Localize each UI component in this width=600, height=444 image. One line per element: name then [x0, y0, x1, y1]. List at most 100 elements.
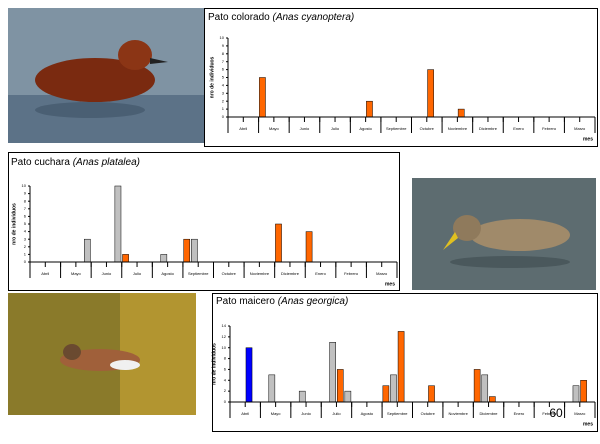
- month-label: Noviembre: [250, 271, 270, 276]
- slide: 6 0 Pato colorado (Anas cyanoptera) nro de…: [0, 0, 600, 444]
- y-tick-label: 2: [222, 98, 225, 103]
- month-label: Septiembre: [386, 126, 407, 131]
- chart-frame: [9, 153, 400, 291]
- month-label: Diciembre: [479, 126, 498, 131]
- y-tick-label: 0: [222, 114, 225, 119]
- month-label: Junio: [300, 126, 310, 131]
- bar: [275, 224, 281, 262]
- bar: [337, 369, 343, 402]
- x-axis-label: mes: [583, 136, 593, 142]
- month-label: Abril: [239, 126, 247, 131]
- chart-title: Pato maicero (Anas georgica): [216, 296, 348, 307]
- bar: [184, 239, 190, 262]
- month-label: Septiembre: [387, 411, 408, 416]
- y-tick-label: 9: [222, 43, 225, 48]
- month-label: Septiembre: [188, 271, 209, 276]
- chart-title-species: (Anas cyanoptera): [273, 12, 355, 23]
- x-axis-label: mes: [583, 421, 593, 427]
- month-label: Febrero: [542, 411, 557, 416]
- bar: [428, 386, 434, 402]
- month-label: Agosto: [361, 411, 374, 416]
- y-tick-label: 1: [24, 251, 27, 256]
- bar: [330, 342, 336, 402]
- bar: [259, 78, 265, 118]
- month-label: Julio: [133, 271, 142, 276]
- y-tick-label: 0: [24, 259, 27, 264]
- month-label: Febrero: [344, 271, 359, 276]
- y-tick-label: 14: [222, 323, 227, 328]
- y-tick-label: 5: [222, 75, 225, 80]
- y-tick-label: 7: [24, 206, 27, 211]
- y-tick-label: 3: [24, 236, 27, 241]
- bar: [299, 391, 305, 402]
- bar: [398, 331, 404, 402]
- chart-title-species: (Anas platalea): [73, 157, 140, 168]
- x-axis-label: mes: [385, 281, 395, 287]
- month-label: Junio: [301, 411, 311, 416]
- month-label: Agosto: [161, 271, 174, 276]
- y-tick-label: 3: [222, 90, 225, 95]
- photo-cinnamon-teal: [8, 8, 204, 143]
- bar: [123, 254, 129, 262]
- bar: [84, 239, 90, 262]
- photo-yellow-billed-pintail: [8, 293, 196, 415]
- bar: [191, 239, 197, 262]
- bar: [390, 375, 396, 402]
- month-label: Noviembre: [448, 126, 468, 131]
- month-label: Marzo: [574, 411, 586, 416]
- month-label: Noviembre: [448, 411, 468, 416]
- month-label: Diciembre: [480, 411, 499, 416]
- y-tick-label: 10: [222, 345, 227, 350]
- month-label: Octubre: [421, 411, 436, 416]
- bar: [161, 254, 167, 262]
- y-tick-label: 7: [222, 59, 225, 64]
- bar: [345, 391, 351, 402]
- y-tick-label: 6: [222, 67, 225, 72]
- y-tick-label: 12: [222, 334, 227, 339]
- bar: [115, 186, 121, 262]
- y-tick-label: 5: [24, 221, 27, 226]
- month-label: Julio: [331, 126, 340, 131]
- y-axis-label: nro de individuos: [209, 56, 215, 98]
- bar: [482, 375, 488, 402]
- chart-title: Pato colorado (Anas cyanoptera): [208, 12, 354, 23]
- month-label: Enero: [513, 126, 524, 131]
- month-label: Junio: [102, 271, 112, 276]
- photo-shoveler: [412, 178, 596, 290]
- month-label: Agosto: [359, 126, 372, 131]
- month-label: Abril: [41, 271, 49, 276]
- y-tick-label: 4: [24, 229, 27, 234]
- month-label: Marzo: [574, 126, 586, 131]
- y-tick-label: 1: [222, 106, 225, 111]
- month-label: Mayo: [269, 126, 280, 131]
- bar: [428, 70, 434, 117]
- bar: [246, 348, 252, 402]
- chart-title-species: (Anas georgica): [278, 296, 349, 307]
- y-tick-label: 8: [224, 356, 227, 361]
- chart-title: Pato cuchara (Anas platalea): [11, 157, 140, 168]
- month-label: Enero: [514, 411, 525, 416]
- bar: [306, 232, 312, 262]
- bar: [458, 109, 464, 117]
- y-tick-label: 2: [224, 388, 227, 393]
- month-label: Enero: [315, 271, 326, 276]
- month-label: Abril: [241, 411, 249, 416]
- chart-title-text: Pato colorado: [208, 12, 273, 23]
- y-tick-label: 2: [24, 244, 27, 249]
- bar: [366, 101, 372, 117]
- month-label: Diciembre: [281, 271, 300, 276]
- y-axis-label: nro de individuos: [11, 203, 17, 245]
- y-tick-label: 10: [220, 35, 225, 40]
- y-tick-label: 6: [24, 213, 27, 218]
- bar: [269, 375, 275, 402]
- month-label: Mayo: [271, 411, 282, 416]
- y-tick-label: 10: [22, 183, 27, 188]
- y-tick-label: 8: [24, 198, 27, 203]
- month-label: Julio: [332, 411, 341, 416]
- chart-title-text: Pato maicero: [216, 296, 278, 307]
- bar: [489, 397, 495, 402]
- bar: [383, 386, 389, 402]
- y-tick-label: 6: [224, 366, 227, 371]
- month-label: Octubre: [420, 126, 435, 131]
- y-tick-label: 8: [222, 51, 225, 56]
